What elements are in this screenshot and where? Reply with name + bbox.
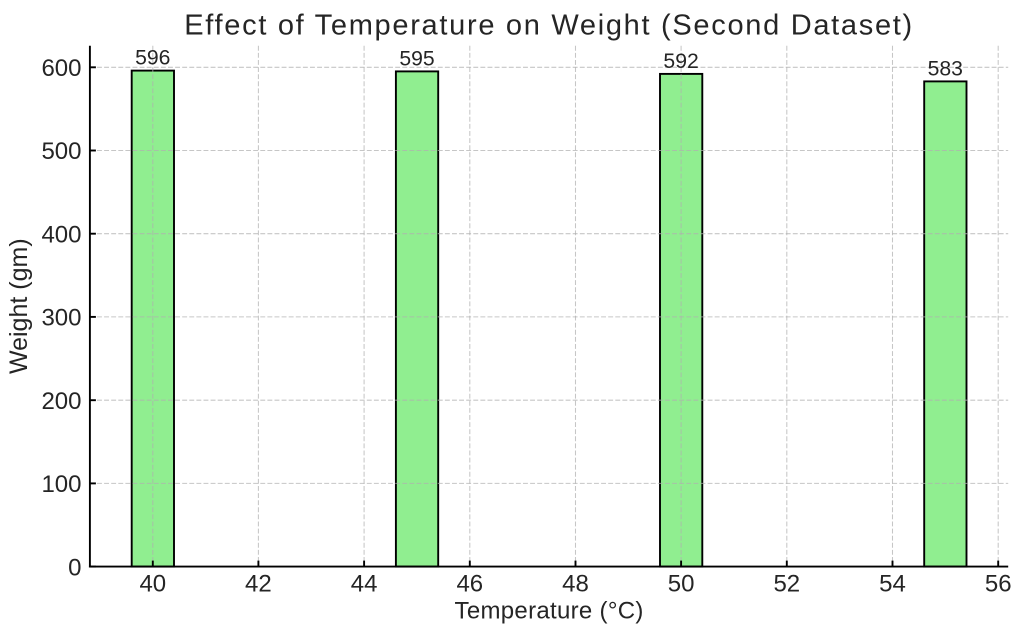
- svg-text:Effect of Temperature on Weigh: Effect of Temperature on Weight (Second …: [184, 9, 914, 41]
- svg-text:Weight (gm): Weight (gm): [5, 238, 33, 374]
- svg-text:596: 596: [135, 47, 170, 70]
- svg-text:42: 42: [245, 570, 272, 597]
- svg-text:400: 400: [41, 221, 81, 248]
- svg-text:46: 46: [456, 570, 483, 597]
- svg-text:50: 50: [668, 570, 695, 597]
- svg-text:56: 56: [985, 570, 1012, 597]
- svg-text:200: 200: [41, 388, 81, 415]
- svg-text:583: 583: [928, 58, 963, 81]
- svg-text:500: 500: [41, 138, 81, 165]
- svg-text:595: 595: [399, 48, 434, 71]
- svg-text:44: 44: [351, 570, 378, 597]
- svg-text:52: 52: [773, 570, 800, 597]
- svg-text:48: 48: [562, 570, 589, 597]
- svg-text:0: 0: [68, 554, 81, 581]
- svg-text:54: 54: [879, 570, 906, 597]
- svg-text:600: 600: [41, 55, 81, 82]
- svg-text:40: 40: [139, 570, 166, 597]
- svg-text:Temperature (°C): Temperature (°C): [455, 597, 644, 624]
- svg-text:300: 300: [41, 305, 81, 332]
- svg-text:592: 592: [663, 50, 698, 73]
- svg-text:100: 100: [41, 471, 81, 498]
